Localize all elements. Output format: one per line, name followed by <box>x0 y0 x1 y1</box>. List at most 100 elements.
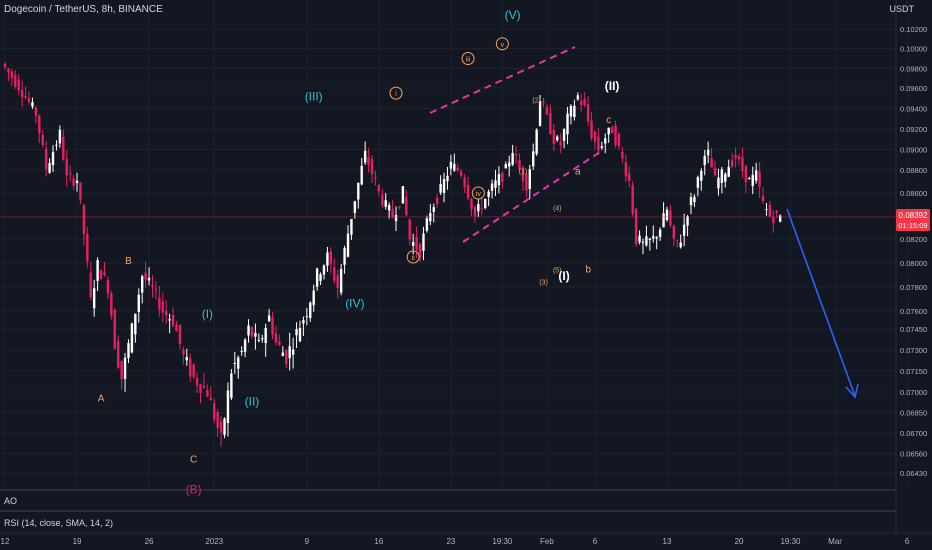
candle-body <box>178 324 182 345</box>
time-axis-tick-label: 13 <box>663 537 672 546</box>
candle-body <box>144 272 147 280</box>
price-axis-tick-label: 0.08000 <box>900 259 927 268</box>
candle-body <box>240 350 243 352</box>
candle-body <box>761 195 765 202</box>
candle-body <box>748 177 751 180</box>
candle-body <box>573 105 576 118</box>
candle-body <box>168 319 171 321</box>
candle-body <box>68 173 72 175</box>
candle-body <box>226 390 230 424</box>
candle-body <box>693 196 696 203</box>
candle-body <box>535 129 538 155</box>
wave-label: a <box>575 167 581 178</box>
candle-body <box>233 362 237 364</box>
candle-body <box>185 357 188 361</box>
candle-body <box>192 364 195 377</box>
candle-body <box>86 233 89 262</box>
candle-body <box>31 102 34 107</box>
candle-body <box>257 339 261 342</box>
channel-lower-line <box>462 151 601 243</box>
candle-body <box>669 210 672 226</box>
candle-body <box>532 151 535 167</box>
candle-body <box>511 153 514 165</box>
candle-body <box>446 175 449 182</box>
wave-label: (V) <box>505 8 521 22</box>
candle-body <box>720 169 724 183</box>
candle-body <box>610 127 614 133</box>
time-axis-tick-label: 19:30 <box>492 537 513 546</box>
candle-body <box>357 182 360 200</box>
candle-body <box>631 185 634 214</box>
candle-body <box>285 350 288 364</box>
time-axis-tick-label: 26 <box>145 537 154 546</box>
candle-body <box>425 218 429 231</box>
candle-body <box>99 270 103 280</box>
candle-body <box>665 209 669 221</box>
time-axis-tick-label: 16 <box>374 537 383 546</box>
price-axis-tick-label: 0.09200 <box>900 125 927 134</box>
candle-body <box>206 390 209 397</box>
candle-body <box>3 63 7 68</box>
candle-body <box>504 164 507 169</box>
candle-body <box>62 137 65 160</box>
candle-body <box>453 163 456 171</box>
time-axis-tick-label: 23 <box>446 537 455 546</box>
candle-body <box>55 144 58 146</box>
candle-body <box>652 235 655 239</box>
candle-body <box>381 194 384 206</box>
price-axis-tick-label: 0.09600 <box>900 84 927 93</box>
candle-body <box>75 180 79 184</box>
candle-body <box>710 157 713 168</box>
price-axis-tick-label: 0.06560 <box>900 450 927 459</box>
price-axis-tick-label: 0.07600 <box>900 307 927 316</box>
candle-body <box>182 349 185 355</box>
wave-label: A <box>98 394 105 405</box>
candle-body <box>223 418 226 436</box>
candle-body <box>141 276 144 293</box>
candle-body <box>82 205 86 235</box>
candle-body <box>189 358 192 377</box>
candle-body <box>216 412 219 429</box>
candle-body <box>411 242 415 246</box>
candle-body <box>377 185 381 192</box>
candle-body <box>41 134 44 146</box>
time-axis[interactable]: 12 19 26 2023 9 16 23 19:30 Feb 6 13 20 19:30 Mar 6 <box>0 532 932 546</box>
candle-body <box>319 274 322 282</box>
candle-body <box>195 378 199 386</box>
candle-body <box>79 182 82 200</box>
candle-body <box>538 101 542 127</box>
candle-body <box>360 165 363 185</box>
candle-body <box>34 107 38 116</box>
candle-body <box>583 99 586 106</box>
candles <box>3 62 782 447</box>
wave-label: (3) <box>539 280 548 287</box>
candle-body <box>370 159 374 175</box>
circled-wave-marker <box>461 52 475 65</box>
candle-body <box>415 236 418 250</box>
candle-body <box>171 315 175 326</box>
candle-body <box>682 224 686 236</box>
candle-body <box>398 206 401 208</box>
candle-body <box>134 313 137 335</box>
candle-body <box>51 152 55 166</box>
candle-body <box>161 301 164 313</box>
candle-body <box>274 333 278 343</box>
price-axis-tick-label: 0.08600 <box>900 189 927 198</box>
price-axis-tick-label: 0.07150 <box>900 367 927 376</box>
price-axis[interactable]: 0.10200 0.10000 0.09800 0.09600 0.09400 0.092… <box>900 25 927 478</box>
price-axis-tick-label: 0.06850 <box>900 409 927 418</box>
candle-body <box>44 148 48 170</box>
candle-body <box>387 205 391 211</box>
candle-body <box>607 127 610 135</box>
candle-body <box>662 213 665 228</box>
candle-body <box>130 323 134 353</box>
candle-body <box>247 325 250 336</box>
candle-body <box>593 131 597 142</box>
candle-body <box>271 317 274 335</box>
circled-wave-marker <box>471 186 485 200</box>
candle-body <box>758 171 761 187</box>
candle-body <box>717 177 720 189</box>
candle-body <box>103 272 106 276</box>
candle-body <box>367 157 370 165</box>
